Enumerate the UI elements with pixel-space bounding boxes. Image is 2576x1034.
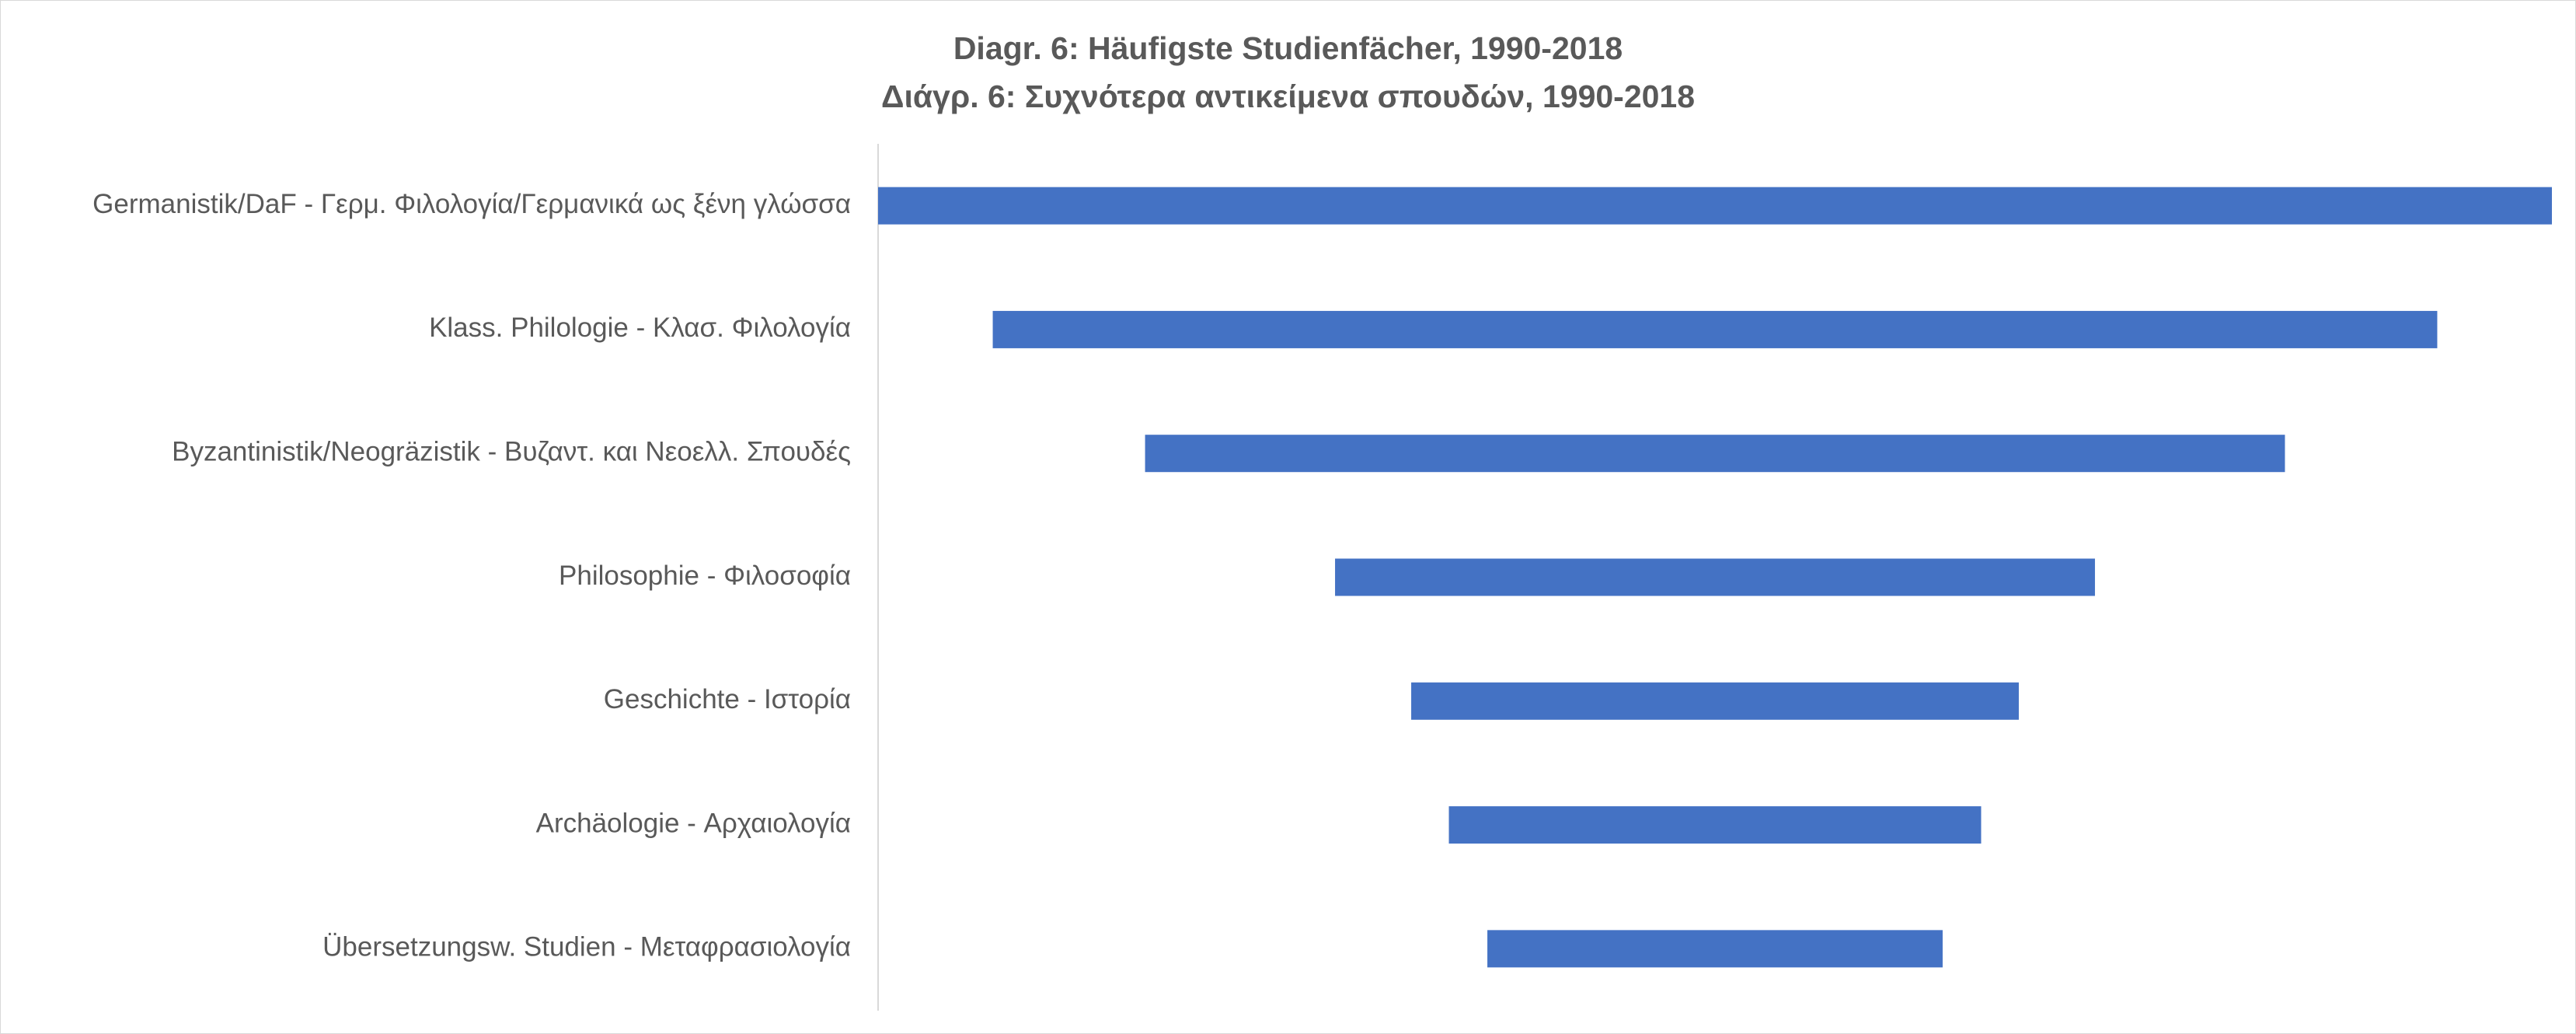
category-label-5: Geschichte - Ιστορία <box>604 684 851 714</box>
bar-6 <box>1448 806 1982 844</box>
chart-title: Diagr. 6: Häufigste Studienfächer, 1990-… <box>953 30 1623 66</box>
bar-4 <box>1335 558 2095 596</box>
category-label-3: Byzantinistik/Neogräzistik - Βυζαντ. και… <box>172 436 851 466</box>
bar-1 <box>878 187 2552 225</box>
chart-subtitle: Διάγρ. 6: Συχνότερα αντικείμενα σπουδών,… <box>880 79 1696 114</box>
category-labels: Germanistik/DaF - Γερμ. Φιλολογία/Γερμαν… <box>92 189 851 962</box>
category-label-1: Germanistik/DaF - Γερμ. Φιλολογία/Γερμαν… <box>92 189 851 219</box>
bar-3 <box>1145 435 2285 473</box>
category-label-2: Klass. Philologie - Κλασ. Φιλολογία <box>429 313 851 343</box>
bar-7 <box>1487 930 1943 968</box>
category-label-7: Übersetzungsw. Studien - Μεταφρασιολογία <box>322 932 851 962</box>
bar-series <box>878 187 2552 968</box>
bar-5 <box>1411 682 2019 720</box>
category-label-6: Archäologie - Αρχαιολογία <box>536 808 851 838</box>
bar-2 <box>992 310 2438 348</box>
category-label-4: Philosophie - Φιλοσοφία <box>559 561 851 591</box>
